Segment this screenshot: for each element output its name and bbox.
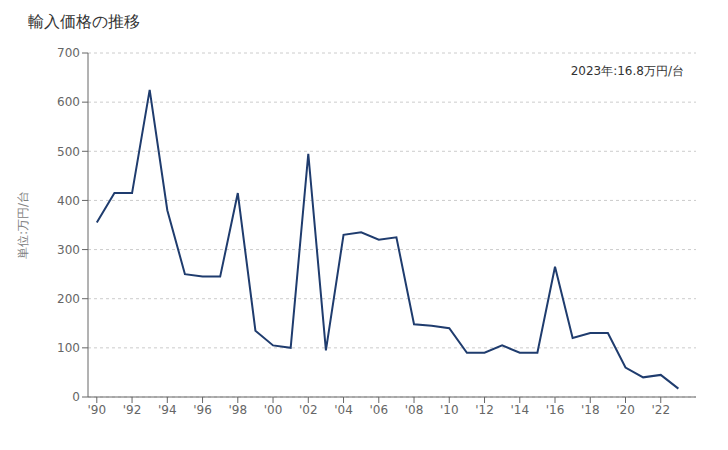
svg-text:'98: '98 <box>229 403 248 417</box>
svg-text:'90: '90 <box>88 403 107 417</box>
svg-text:'14: '14 <box>510 403 529 417</box>
svg-text:700: 700 <box>57 46 80 60</box>
svg-text:'04: '04 <box>334 403 353 417</box>
svg-text:'94: '94 <box>158 403 177 417</box>
svg-text:'06: '06 <box>369 403 388 417</box>
svg-text:'02: '02 <box>299 403 318 417</box>
svg-text:'16: '16 <box>546 403 565 417</box>
html-text:輸入価格の推移: 輸入価格の推移 <box>28 12 140 31</box>
svg-text:600: 600 <box>57 95 80 109</box>
svg-text:'12: '12 <box>475 403 494 417</box>
svg-text:'18: '18 <box>581 403 600 417</box>
svg-text:'20: '20 <box>616 403 635 417</box>
svg-text:'22: '22 <box>651 403 670 417</box>
svg-text:'92: '92 <box>123 403 142 417</box>
svg-text:'00: '00 <box>264 403 283 417</box>
svg-text:200: 200 <box>57 292 80 306</box>
svg-text:300: 300 <box>57 243 80 257</box>
html-text:2023年:16.8万円/台: 2023年:16.8万円/台 <box>570 64 684 78</box>
svg-text:単位:万円/台: 単位:万円/台 <box>16 191 30 259</box>
svg-text:'96: '96 <box>193 403 212 417</box>
svg-text:'10: '10 <box>440 403 459 417</box>
svg-text:500: 500 <box>57 145 80 159</box>
svg-text:'08: '08 <box>405 403 424 417</box>
svg-text:0: 0 <box>72 390 80 404</box>
svg-text:400: 400 <box>57 194 80 208</box>
svg-text:100: 100 <box>57 341 80 355</box>
